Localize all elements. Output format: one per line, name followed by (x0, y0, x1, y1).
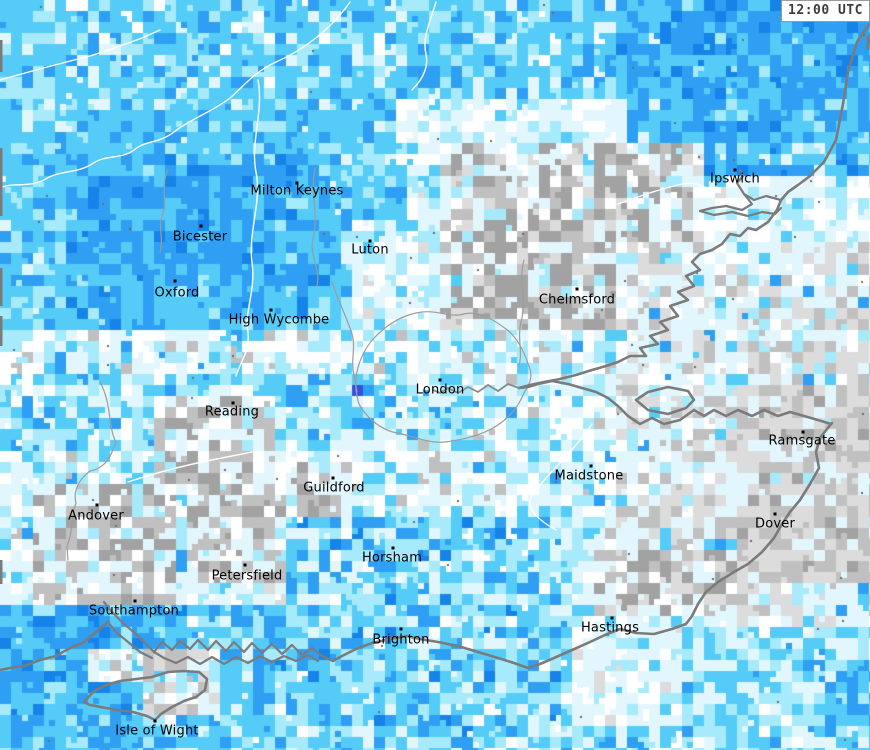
timestamp-box: 12:00 UTC (781, 0, 870, 22)
timestamp-label: 12:00 UTC (788, 3, 863, 18)
